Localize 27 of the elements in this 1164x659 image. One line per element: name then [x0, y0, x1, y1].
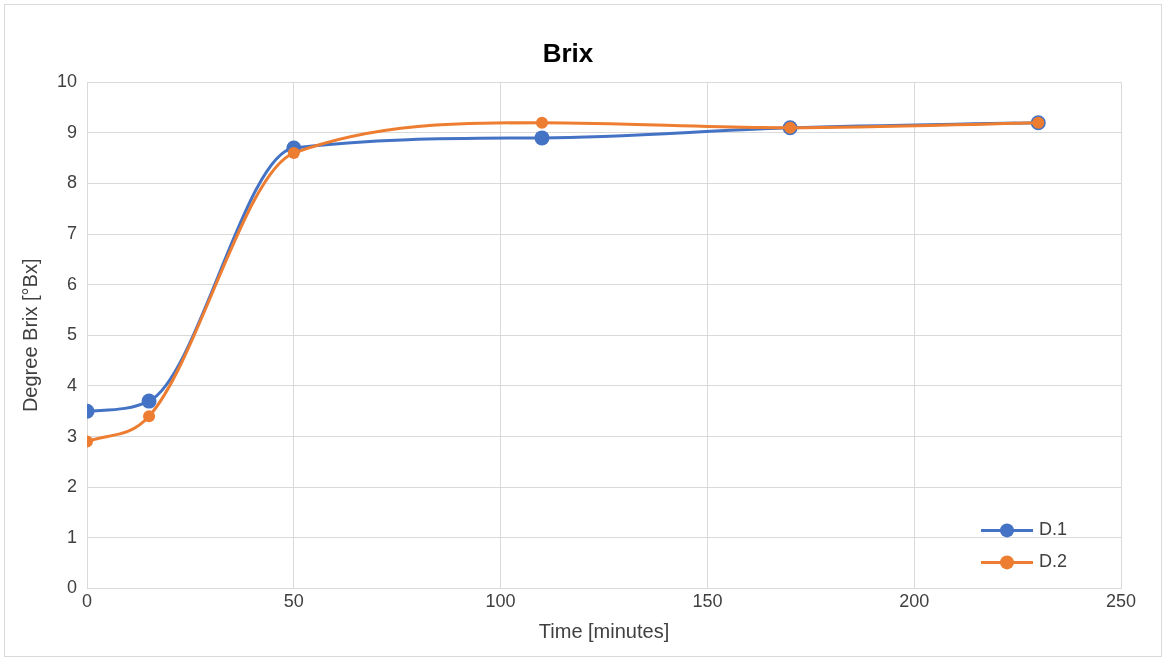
y-tick-label: 0: [67, 577, 78, 598]
chart-title: Brix: [542, 37, 594, 68]
point: [534, 130, 550, 146]
y-tick-label: 9: [67, 121, 78, 142]
y-tick-label: 7: [67, 223, 78, 244]
y-tick-label: 3: [67, 425, 78, 446]
y-tick-label: 5: [67, 324, 78, 345]
point: [535, 116, 548, 129]
point: [141, 393, 157, 409]
x-axis-title: Time [minutes]: [538, 619, 670, 642]
x-tick-label: 100: [485, 591, 516, 612]
x-tick-label: 50: [283, 591, 304, 612]
y-axis-title: Degree Brix [°Bx]: [18, 258, 41, 413]
y-tick-label: 2: [67, 476, 78, 497]
legend-label: D.1: [1039, 519, 1068, 540]
x-tick-label: 150: [692, 591, 723, 612]
point: [287, 147, 300, 160]
x-tick-label: 0: [82, 591, 93, 612]
legend-label: D.2: [1039, 551, 1068, 572]
y-tick-label: 1: [67, 526, 78, 547]
y-tick-label: 6: [67, 273, 78, 294]
x-tick-label: 200: [899, 591, 930, 612]
x-tick-label: 250: [1105, 591, 1137, 612]
y-tick-label: 10: [56, 71, 78, 92]
y-tick-label: 4: [67, 374, 78, 395]
y-tick-label: 8: [67, 172, 78, 193]
point: [143, 410, 156, 423]
